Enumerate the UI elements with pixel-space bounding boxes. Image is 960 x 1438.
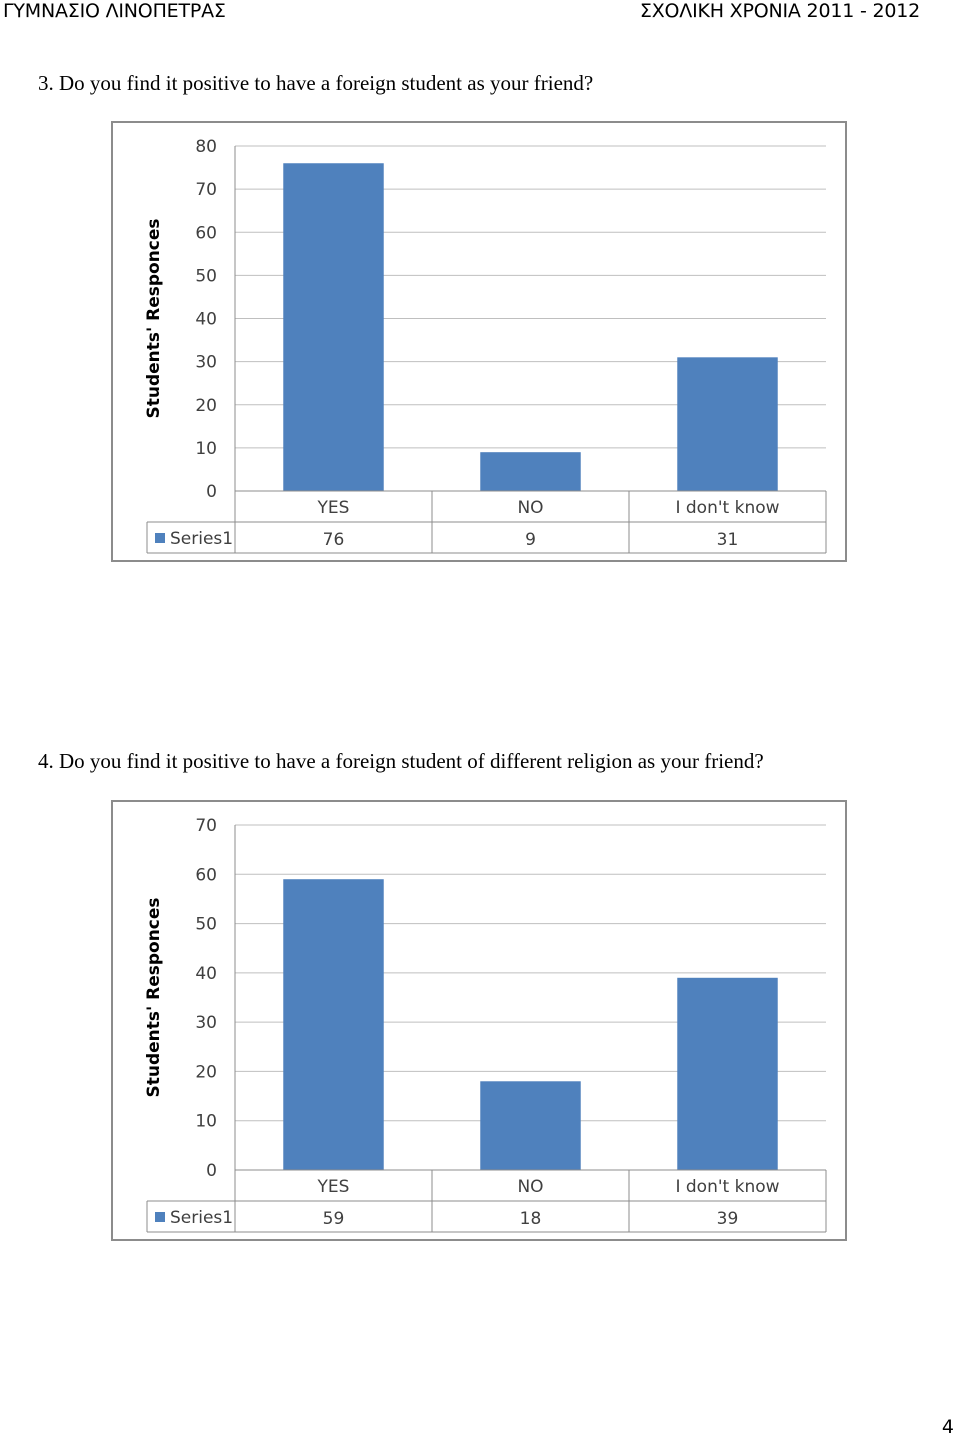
question-3: 3. Do you find it positive to have a for… (38, 71, 594, 95)
y-tick-label: 30 (195, 353, 217, 373)
series-name: Series1 (170, 529, 233, 549)
y-tick-label: 0 (206, 482, 217, 502)
legend-key-series1 (155, 533, 165, 543)
header-school: ΓΥΜΝΑΣΙΟ ΛΙΝΟΠΕΤΡΑΣ (3, 0, 226, 22)
y-tick-label: 80 (195, 137, 217, 157)
header-school-year: ΣΧΟΛΙΚΗ ΧΡΟΝΙΑ 2011 - 2012 (639, 0, 920, 22)
bar-yes (283, 879, 384, 1170)
chart-frame-2: 0 10 20 30 40 50 60 70 Students' Responces YES NO I… (111, 800, 847, 1241)
y-tick-label: 10 (195, 439, 217, 459)
y-tick-label: 60 (195, 223, 217, 243)
page-number: 4 (941, 1416, 954, 1438)
data-label: 59 (323, 1209, 345, 1229)
bar-no (480, 452, 581, 491)
data-label: 39 (717, 1209, 739, 1229)
chart-frame-1: 0 10 20 30 40 50 60 70 80 Students' Responces YES N… (111, 121, 847, 562)
x-tick-label: YES (317, 498, 350, 518)
data-label: 9 (525, 530, 536, 550)
y-tick-label: 60 (195, 865, 217, 885)
y-tick-label: 30 (195, 1013, 217, 1033)
y-tick-label: 50 (195, 915, 217, 935)
y-axis-title: Students' Responces (144, 897, 164, 1097)
bar-chart-2: 0 10 20 30 40 50 60 70 Students' Responces YES NO I… (144, 816, 827, 1233)
x-tick-label: YES (317, 1177, 350, 1197)
bar-chart-1: 0 10 20 30 40 50 60 70 80 Students' Responces YES N… (144, 137, 827, 554)
x-tick-label: NO (517, 498, 543, 518)
bar-yes (283, 163, 384, 491)
y-tick-label: 10 (195, 1112, 217, 1132)
y-axis-title: Students' Responces (144, 218, 164, 418)
x-tick-label: I don't know (675, 1177, 779, 1197)
y-tick-label: 20 (195, 396, 217, 416)
y-tick-label: 40 (195, 310, 217, 330)
y-tick-label: 40 (195, 964, 217, 984)
bar-i-don-t-know (677, 977, 778, 1170)
y-tick-label: 50 (195, 266, 217, 286)
y-tick-label: 70 (195, 180, 217, 200)
data-label: 18 (520, 1209, 542, 1229)
data-label: 76 (323, 530, 345, 550)
question-4: 4. Do you find it positive to have a for… (38, 749, 764, 773)
series-name: Series1 (170, 1208, 233, 1228)
x-tick-label: NO (517, 1177, 543, 1197)
y-tick-label: 70 (195, 816, 217, 836)
data-label: 31 (717, 530, 739, 550)
bar-i-don-t-know (677, 357, 778, 491)
bar-no (480, 1081, 581, 1170)
x-tick-label: I don't know (675, 498, 779, 518)
y-tick-label: 0 (206, 1161, 217, 1181)
legend-key-series1 (155, 1212, 165, 1222)
y-tick-label: 20 (195, 1062, 217, 1082)
